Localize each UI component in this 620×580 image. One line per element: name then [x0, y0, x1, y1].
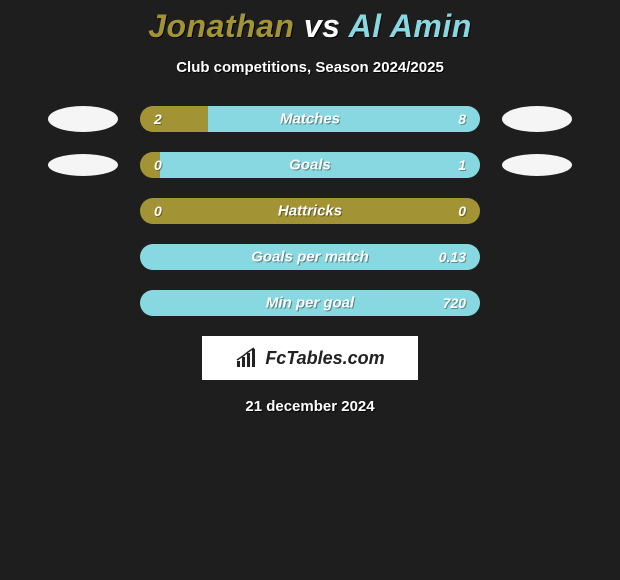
chart-icon: [235, 347, 261, 369]
player2-badge-slot: [502, 154, 572, 176]
player1-badge: [48, 154, 118, 176]
stat-value-right: 720: [443, 295, 466, 311]
vs-text: vs: [304, 8, 341, 44]
stat-value-right: 0: [458, 203, 466, 219]
stat-row: 720 Min per goal: [0, 290, 620, 316]
stat-row: 0.13 Goals per match: [0, 244, 620, 270]
stat-bar: 0 1 Goals: [140, 152, 480, 178]
player2-badge: [502, 106, 572, 132]
stat-label: Min per goal: [266, 295, 354, 312]
stats-rows: 2 8 Matches 0 1 Goals 0 0 Hattricks 0.13 Goals per…: [0, 106, 620, 316]
stat-value-left: 2: [154, 111, 162, 127]
comparison-title: Jonathan vs Al Amin: [0, 0, 620, 45]
stat-row: 0 0 Hattricks: [0, 198, 620, 224]
player1-badge-slot: [48, 154, 118, 176]
stat-label: Matches: [280, 111, 340, 128]
player1-badge: [48, 106, 118, 132]
date-text: 21 december 2024: [0, 398, 620, 415]
stat-bar: 2 8 Matches: [140, 106, 480, 132]
stat-value-left: 0: [154, 203, 162, 219]
stat-row: 2 8 Matches: [0, 106, 620, 132]
player2-badge: [502, 154, 572, 176]
stat-label: Hattricks: [278, 203, 342, 220]
stat-value-left: 0: [154, 157, 162, 173]
logo-box: FcTables.com: [202, 336, 418, 380]
stat-bar: 720 Min per goal: [140, 290, 480, 316]
stat-label: Goals: [289, 157, 331, 174]
player2-name: Al Amin: [349, 8, 472, 44]
player2-badge-slot: [502, 106, 572, 132]
subtitle: Club competitions, Season 2024/2025: [0, 59, 620, 76]
player1-badge-slot: [48, 106, 118, 132]
stat-value-right: 1: [458, 157, 466, 173]
stat-value-right: 0.13: [439, 249, 466, 265]
bar-segment-left: [140, 106, 208, 132]
player1-name: Jonathan: [148, 8, 294, 44]
stat-row: 0 1 Goals: [0, 152, 620, 178]
stat-bar: 0 0 Hattricks: [140, 198, 480, 224]
bar-segment-right: [208, 106, 480, 132]
logo-text: FcTables.com: [265, 348, 384, 369]
stat-bar: 0.13 Goals per match: [140, 244, 480, 270]
stat-value-right: 8: [458, 111, 466, 127]
stat-label: Goals per match: [251, 249, 369, 266]
